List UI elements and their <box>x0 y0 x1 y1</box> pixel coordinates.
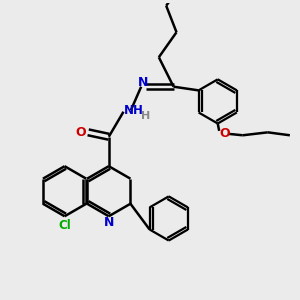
Text: H: H <box>141 111 150 121</box>
Text: O: O <box>76 126 86 139</box>
Text: NH: NH <box>124 104 144 117</box>
Text: N: N <box>137 76 148 89</box>
Text: Cl: Cl <box>58 219 71 232</box>
Text: N: N <box>103 216 114 229</box>
Text: O: O <box>220 127 230 140</box>
